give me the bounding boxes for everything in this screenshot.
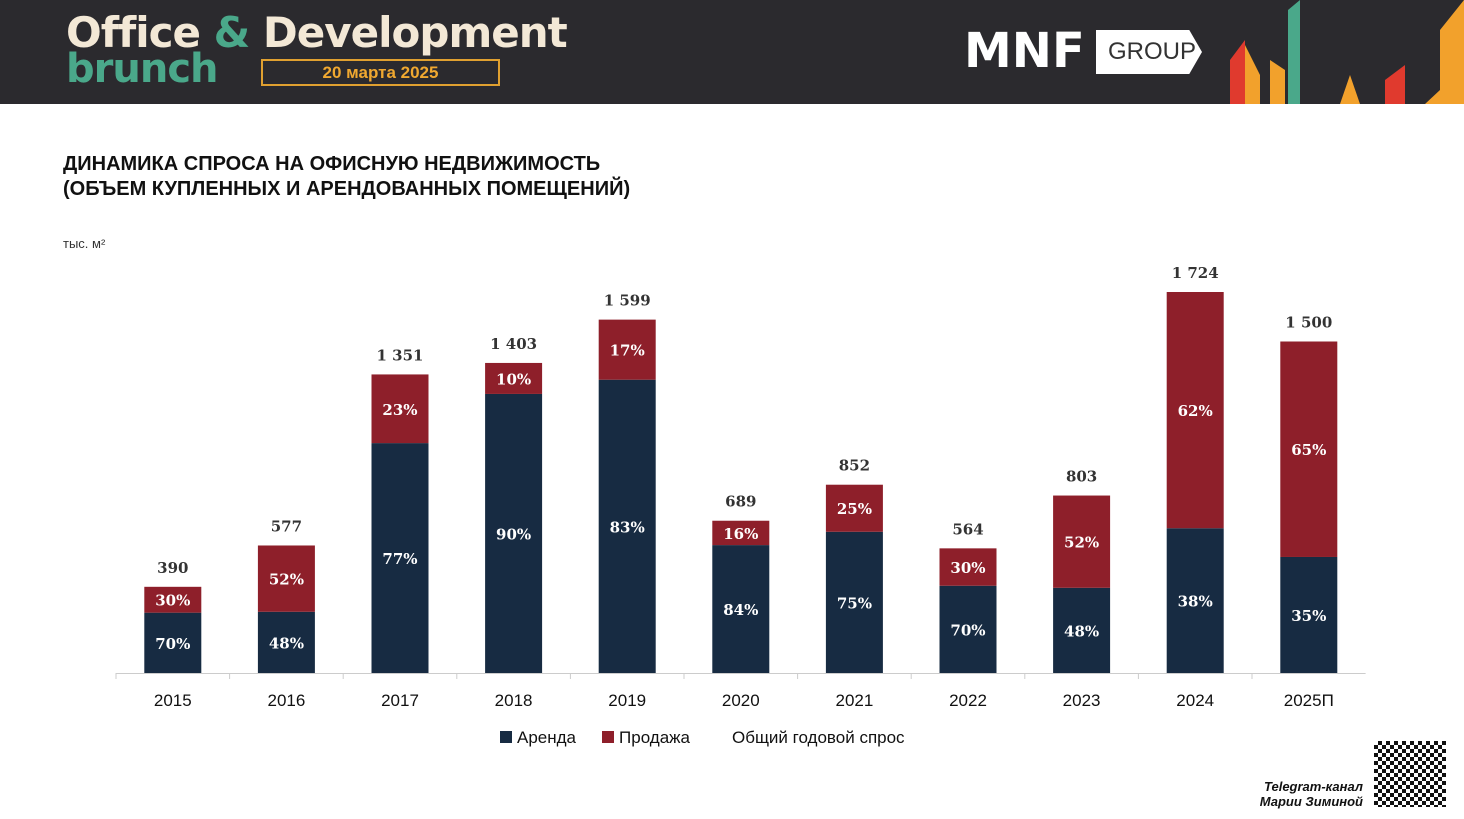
sale-percent-label: 16% [723,525,758,543]
bar-rent [825,531,883,673]
rent-percent-label: 70% [950,621,985,639]
rent-percent-label: 35% [1291,607,1326,625]
bar-sale [598,319,656,380]
x-tick-label: 2020 [722,691,760,710]
sale-percent-label: 23% [382,401,417,419]
bar-rent [144,612,202,673]
x-tick-label: 2022 [949,691,987,710]
sale-percent-label: 10% [496,370,531,388]
event-subtitle: brunch [66,46,218,92]
event-date: 20 марта 2025 [261,59,500,86]
rent-percent-label: 83% [610,518,645,536]
total-label: 1 599 [604,292,651,310]
bar-sale [1166,292,1224,529]
sale-percent-label: 62% [1178,402,1213,420]
bar-sale [371,374,429,444]
bar-sale [1053,495,1111,588]
bar-rent [1280,556,1338,673]
event-title: Office & Development [66,8,568,57]
chart-title: ДИНАМИКА СПРОСА НА ОФИСНУЮ НЕДВИЖИМОСТЬ(… [63,153,631,200]
legend-total: Общий годовой спрос [731,728,905,747]
mnf-logo: MNF [964,23,1085,79]
unit-label: тыс. м² [63,236,106,251]
rent-percent-label: 70% [155,635,190,653]
legend-sale-swatch [602,731,615,743]
decorative-buildings-icon [1230,0,1464,104]
total-label: 689 [725,493,756,511]
legend: Аренда Продажа Общий годовой спрос [500,728,905,748]
x-tick-label: 2016 [267,691,305,710]
bar-rent [1053,587,1111,673]
telegram-caption: Telegram-канал Марии Зиминой [1259,779,1363,809]
sale-percent-label: 17% [610,342,645,360]
bar-rent [712,545,770,673]
bar-sale [825,484,883,532]
legend-rent-swatch [500,731,512,743]
rent-percent-label: 48% [269,634,304,652]
total-label: 803 [1066,468,1097,486]
bar-sale [939,548,997,586]
total-label: 1 724 [1172,264,1219,282]
x-tick-label: 2023 [1063,691,1101,710]
sale-percent-label: 30% [155,592,190,610]
legend-rent: Аренда [500,728,576,748]
bar-sale [1280,341,1338,557]
x-tick-label: 2025П [1284,691,1334,710]
bar-sale [257,545,315,612]
x-tick-label: 2021 [835,691,873,710]
qr-code-icon[interactable] [1374,741,1446,807]
x-tick-label: 2015 [154,691,192,710]
total-label: 852 [839,457,870,475]
total-label: 1 351 [377,346,424,364]
bar-rent [485,393,543,673]
sale-percent-label: 52% [1064,534,1099,552]
bar-rent [939,585,997,673]
bar-sale [712,520,770,546]
sale-percent-label: 30% [950,559,985,577]
bar-rent [598,379,656,673]
bar-rent [1166,528,1224,673]
total-label: 1 403 [490,335,537,353]
sale-percent-label: 65% [1291,441,1326,459]
rent-percent-label: 48% [1064,622,1099,640]
rent-percent-label: 75% [837,594,872,612]
rent-percent-label: 77% [382,550,417,568]
rent-percent-label: 90% [496,525,531,543]
x-tick-label: 2017 [381,691,419,710]
bar-sale [144,586,202,613]
rent-percent-label: 38% [1178,593,1213,611]
bar-rent [371,443,429,673]
bar-rent [257,611,315,673]
x-tick-label: 2024 [1176,691,1214,710]
total-label: 1 500 [1285,314,1332,332]
total-label: 564 [952,520,983,538]
total-label: 390 [157,559,188,577]
sale-percent-label: 52% [269,571,304,589]
x-tick-label: 2019 [608,691,646,710]
header-banner: Office & Development brunch 20 марта 202… [0,0,1464,104]
legend-sale: Продажа [602,728,690,748]
bar-sale [485,362,543,394]
sale-percent-label: 25% [837,500,872,518]
total-label: 577 [271,517,302,535]
rent-percent-label: 84% [723,601,758,619]
x-tick-label: 2018 [495,691,533,710]
group-logo: GROUP [1096,30,1202,74]
